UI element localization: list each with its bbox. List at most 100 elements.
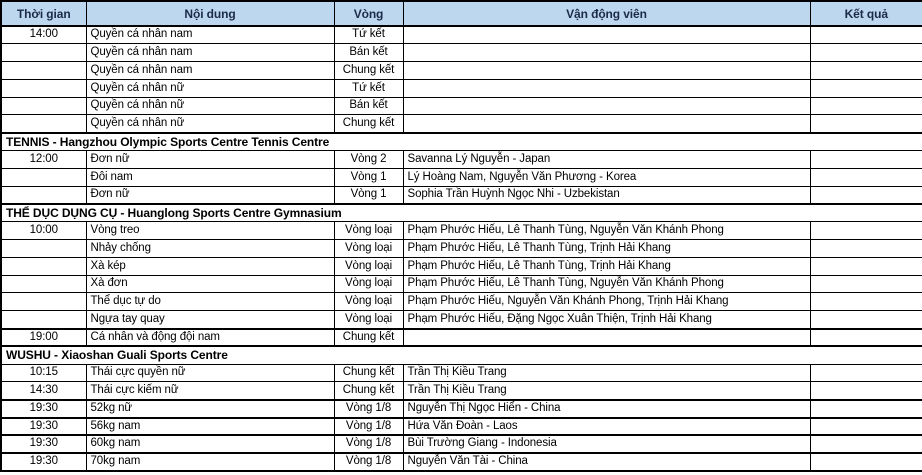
cell-result: [809, 256, 922, 276]
cell-athletes: [402, 78, 811, 98]
cell-round: Vòng loại: [333, 239, 404, 258]
table-row: Ngựa tay quay Vòng loại Phạm Phước Hiếu, Đ…: [0, 310, 922, 330]
cell-result: [809, 452, 922, 472]
cell-round: Tứ kết: [333, 25, 404, 45]
table-row: 19:00 Cá nhân và động đội nam Chung kết: [0, 327, 922, 347]
cell-time: [0, 167, 87, 187]
cell-event: Thái cực kiếm nữ: [85, 381, 335, 401]
section-header-row: TENNIS - Hangzhou Olympic Sports Centre …: [0, 131, 922, 152]
cell-round: Vòng 1/8: [333, 434, 404, 454]
cell-result: [809, 185, 922, 205]
cell-round: Vòng 1: [333, 185, 404, 205]
column-header-result: Kết quả: [809, 0, 922, 27]
cell-time: 19:30: [0, 398, 87, 419]
cell-event: Xà đơn: [85, 274, 335, 294]
cell-athletes: Phạm Phước Hiếu, Lê Thanh Tùng, Trịnh Hả…: [402, 256, 811, 276]
cell-time: [0, 43, 87, 63]
cell-round: Chung kết: [333, 61, 404, 80]
cell-time: 10:15: [0, 363, 87, 383]
cell-round: Vòng loại: [333, 292, 404, 312]
section-header-row: THỂ DỤC DỤNG CỤ - Huanglong Sports Centr…: [0, 202, 922, 223]
cell-time: [0, 96, 87, 116]
cell-result: [809, 274, 922, 294]
cell-time: [0, 310, 87, 330]
cell-result: [809, 114, 922, 134]
cell-athletes: [402, 96, 811, 116]
cell-event: 56kg nam: [85, 416, 335, 436]
cell-round: Vòng loại: [333, 256, 404, 276]
cell-event: Vòng treo: [85, 221, 335, 241]
table-row: 10:15 Thái cực quyền nữ Chung kết Trần Thị …: [0, 363, 922, 383]
cell-event: Quyền cá nhân nam: [85, 25, 335, 45]
cell-time: [0, 292, 87, 312]
table-row: 12:00 Đơn nữ Vòng 2 Savanna Lý Nguyễn - Jap…: [0, 150, 922, 169]
cell-result: [809, 381, 922, 401]
cell-result: [809, 150, 922, 169]
table-row: 19:30 60kg nam Vòng 1/8 Bùi Trường Giang - …: [0, 434, 922, 454]
cell-result: [809, 239, 922, 258]
section-header-row: WUSHU - Xiaoshan Guali Sports Centre: [0, 345, 922, 365]
table-row: Quyền cá nhân nam Bán kết: [0, 43, 922, 63]
table-row: Quyền cá nhân nữ Bán kết: [0, 96, 922, 116]
cell-result: [809, 327, 922, 347]
cell-athletes: [402, 114, 811, 134]
cell-result: [809, 398, 922, 419]
table-row: Đơn nữ Vòng 1 Sophia Trần Huỳnh Ngọc Nhi -…: [0, 185, 922, 205]
cell-round: Bán kết: [333, 43, 404, 63]
cell-result: [809, 221, 922, 241]
cell-event: Thể dục tự do: [85, 292, 335, 312]
table-row: 14:00 Quyền cá nhân nam Tứ kết: [0, 25, 922, 45]
cell-round: Chung kết: [333, 327, 404, 347]
cell-athletes: [402, 25, 811, 45]
cell-athletes: [402, 43, 811, 63]
cell-athletes: Phạm Phước Hiếu, Lê Thanh Tùng, Nguyễn V…: [402, 221, 811, 241]
cell-result: [809, 78, 922, 98]
cell-athletes: Trần Thị Kiều Trang: [402, 381, 811, 401]
cell-athletes: [402, 61, 811, 80]
cell-time: [0, 256, 87, 276]
cell-time: [0, 185, 87, 205]
cell-round: Chung kết: [333, 363, 404, 383]
cell-result: [809, 25, 922, 45]
cell-result: [809, 61, 922, 80]
table-row: 14:30 Thái cực kiếm nữ Chung kết Trần Thị K…: [0, 381, 922, 401]
table-row: Xà đơn Vòng loại Phạm Phước Hiếu, Lê Thanh…: [0, 274, 922, 294]
cell-athletes: Lý Hoàng Nam, Nguyễn Văn Phương - Korea: [402, 167, 811, 187]
cell-time: [0, 274, 87, 294]
cell-round: Vòng 1/8: [333, 398, 404, 419]
column-header-event: Nội dung: [85, 0, 335, 27]
cell-result: [809, 363, 922, 383]
cell-event: Đơn nữ: [85, 185, 335, 205]
table-row: 19:30 56kg nam Vòng 1/8 Hứa Văn Đoàn - Laos: [0, 416, 922, 436]
table-row: 10:00 Vòng treo Vòng loại Phạm Phước Hiếu, …: [0, 221, 922, 241]
cell-round: Vòng loại: [333, 221, 404, 241]
cell-time: 14:30: [0, 381, 87, 401]
cell-time: 19:30: [0, 452, 87, 472]
cell-time: 14:00: [0, 25, 87, 45]
cell-time: 19:00: [0, 327, 87, 347]
cell-event: Đơn nữ: [85, 150, 335, 169]
cell-result: [809, 310, 922, 330]
table-row: 19:30 52kg nữ Vòng 1/8 Nguyễn Thị Ngọc Hiển…: [0, 398, 922, 419]
table-row: Quyền cá nhân nam Chung kết: [0, 61, 922, 80]
cell-round: Vòng 1/8: [333, 452, 404, 472]
column-header-athletes: Vận động viên: [402, 0, 811, 27]
cell-athletes: Bùi Trường Giang - Indonesia: [402, 434, 811, 454]
cell-athletes: Phạm Phước Hiếu, Lê Thanh Tùng, Nguyễn V…: [402, 274, 811, 294]
column-header-time: Thời gian: [0, 0, 87, 27]
cell-time: [0, 114, 87, 134]
cell-athletes: Sophia Trần Huỳnh Ngọc Nhi - Uzbekistan: [402, 185, 811, 205]
schedule-body: 14:00 Quyền cá nhân nam Tứ kết Quyền cá nhâ…: [0, 25, 922, 472]
cell-event: 52kg nữ: [85, 398, 335, 419]
cell-athletes: Hứa Văn Đoàn - Laos: [402, 416, 811, 436]
cell-time: [0, 78, 87, 98]
cell-athletes: Nguyễn Thị Ngọc Hiển - China: [402, 398, 811, 419]
cell-round: Chung kết: [333, 381, 404, 401]
cell-event: 70kg nam: [85, 452, 335, 472]
cell-athletes: Phạm Phước Hiếu, Lê Thanh Tùng, Trịnh Hả…: [402, 239, 811, 258]
table-row: Quyền cá nhân nữ Chung kết: [0, 114, 922, 134]
cell-time: 19:30: [0, 416, 87, 436]
cell-athletes: Savanna Lý Nguyễn - Japan: [402, 150, 811, 169]
